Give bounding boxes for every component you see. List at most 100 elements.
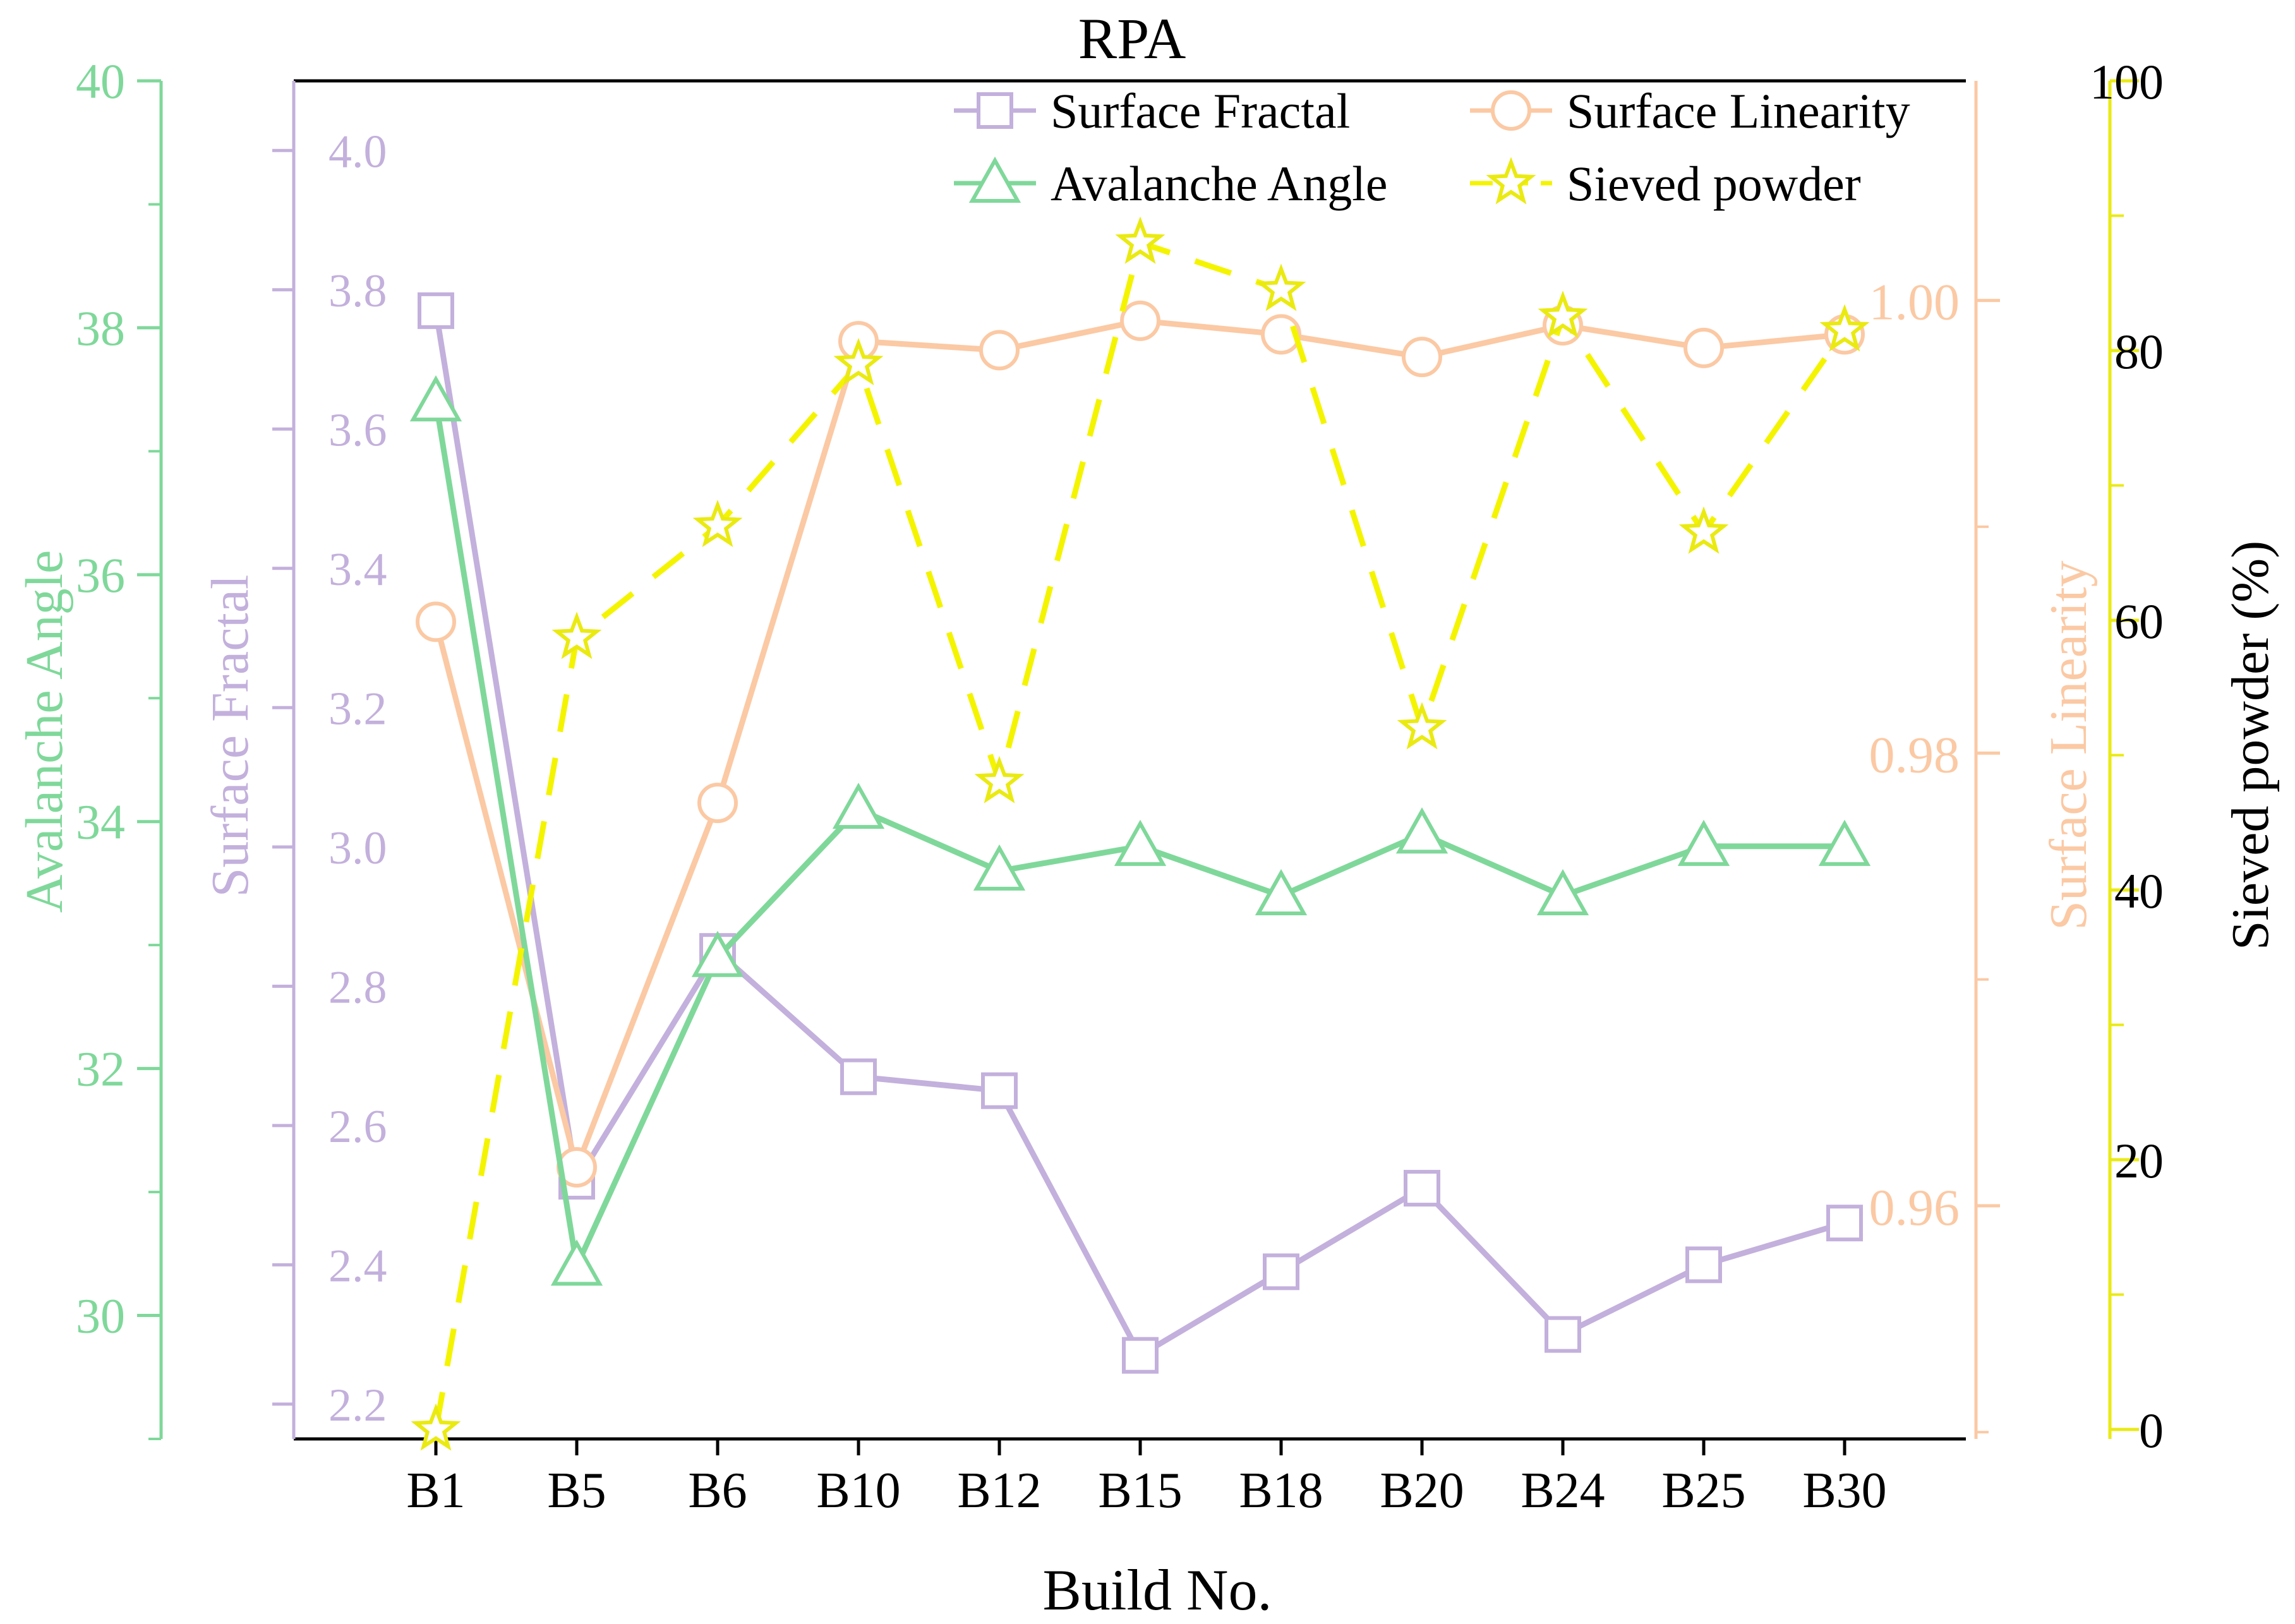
sieved-tick-label: 80 — [2114, 324, 2164, 379]
data-point — [1397, 702, 1447, 750]
x-tick-label: B18 — [1239, 1463, 1323, 1519]
avalanche-tick-label: 34 — [76, 795, 125, 850]
linearity-tick-label: 0.98 — [1869, 726, 1960, 783]
series-sieved-powder — [411, 216, 1870, 1451]
data-point — [1256, 263, 1306, 311]
data-point — [973, 844, 1026, 891]
data-point — [1684, 327, 1724, 368]
x-tick-label: B6 — [688, 1463, 747, 1519]
fractal-tick-label: 3.6 — [328, 404, 387, 456]
series-avalanche-angle — [409, 375, 1871, 1286]
chart-axes: B1 B5 B6 B10 B12 B15 B18 B20 B24 B25 B30 30 32 34 36 38… — [76, 54, 2164, 1519]
legend-marker — [968, 156, 1021, 203]
data-point — [1261, 314, 1301, 355]
sieved-tick-label: 0 — [2139, 1403, 2164, 1458]
data-point — [1545, 1316, 1581, 1353]
data-point — [1122, 1337, 1159, 1374]
data-point — [833, 337, 884, 385]
data-point — [840, 1058, 877, 1095]
sieved-axis-label: Sieved powder (%) — [2221, 541, 2280, 950]
series-surface-linearity — [416, 300, 1865, 1188]
x-tick-label: B24 — [1521, 1463, 1605, 1519]
legend-marker — [1486, 157, 1536, 205]
data-point — [551, 611, 602, 659]
fractal-axis-label: Surface Fractal — [201, 575, 260, 898]
avalanche-tick-label: 36 — [76, 548, 125, 603]
legend-label: Avalanche Angle — [1051, 156, 1388, 211]
avalanche-tick-label: 30 — [76, 1289, 125, 1344]
data-point — [1818, 819, 1871, 866]
data-point — [1402, 337, 1442, 378]
legend-item: Surface Fractal — [954, 83, 1350, 138]
fractal-tick-label: 2.2 — [328, 1380, 387, 1431]
sieved-tick-label: 40 — [2114, 863, 2164, 918]
data-point — [416, 601, 456, 642]
data-point — [1115, 216, 1166, 264]
legend-marker — [977, 92, 1013, 129]
x-tick-label: B30 — [1802, 1463, 1886, 1519]
data-point — [832, 783, 885, 829]
sieved-tick-label: 100 — [2090, 54, 2164, 109]
fractal-tick-label: 4.0 — [328, 126, 387, 177]
legend-item: Surface Linearity — [1470, 83, 1910, 138]
data-point — [409, 375, 462, 422]
legend-item: Avalanche Angle — [954, 156, 1388, 211]
data-point — [1678, 506, 1729, 554]
data-point — [1255, 869, 1308, 915]
fractal-tick-label: 2.8 — [328, 961, 387, 1013]
legend: Surface Fractal Surface Linearity Avalanch… — [954, 83, 1910, 211]
x-tick-label: B12 — [957, 1463, 1041, 1519]
chart-series — [409, 216, 1871, 1451]
sieved-tick-label: 60 — [2114, 594, 2164, 649]
chart-title: RPA — [1078, 6, 1186, 71]
data-point — [550, 1239, 603, 1286]
data-point — [1114, 819, 1167, 866]
data-point — [411, 1403, 461, 1451]
sieved-tick-label: 20 — [2114, 1133, 2164, 1188]
avalanche-tick-label: 38 — [76, 301, 125, 356]
fractal-tick-label: 2.6 — [328, 1101, 387, 1153]
x-tick-label: B25 — [1661, 1463, 1745, 1519]
fractal-tick-label: 3.4 — [328, 544, 387, 596]
data-point — [1538, 291, 1588, 339]
data-point — [974, 755, 1025, 803]
data-point — [1263, 1253, 1299, 1290]
fractal-tick-label: 3.2 — [328, 683, 387, 735]
x-axis-label: Build No. — [1043, 1558, 1272, 1622]
fractal-tick-label: 3.8 — [328, 265, 387, 317]
data-point — [418, 292, 454, 329]
x-tick-label: B10 — [816, 1463, 900, 1519]
data-point — [1677, 819, 1730, 866]
data-point — [1536, 869, 1589, 915]
data-point — [697, 783, 738, 824]
data-point — [1826, 1205, 1863, 1242]
linearity-axis-label: Surface Linearity — [2039, 560, 2098, 930]
data-point — [1685, 1246, 1722, 1284]
legend-marker — [1491, 90, 1531, 131]
series-line — [433, 318, 1845, 1170]
data-point — [1819, 304, 1870, 352]
data-point — [1404, 1170, 1440, 1207]
x-tick-label: B20 — [1380, 1463, 1464, 1519]
avalanche-tick-label: 40 — [76, 54, 125, 109]
data-point — [691, 930, 744, 977]
data-point — [1120, 300, 1160, 341]
legend-label: Surface Linearity — [1567, 83, 1910, 138]
legend-item: Sieved powder — [1470, 156, 1861, 211]
avalanche-axis-label: Avalanche Angle — [15, 550, 74, 913]
x-tick-label: B1 — [406, 1463, 465, 1519]
x-tick-label: B5 — [547, 1463, 606, 1519]
data-point — [692, 500, 743, 548]
linearity-tick-label: 1.00 — [1869, 274, 1960, 331]
legend-label: Surface Fractal — [1051, 83, 1350, 138]
x-tick-label: B15 — [1098, 1463, 1182, 1519]
avalanche-tick-label: 32 — [76, 1042, 125, 1097]
fractal-tick-label: 2.4 — [328, 1240, 387, 1292]
data-point — [1395, 807, 1449, 854]
data-point — [979, 330, 1020, 371]
linearity-tick-label: 0.96 — [1869, 1179, 1960, 1236]
data-point — [981, 1072, 1018, 1109]
legend-label: Sieved powder — [1567, 156, 1861, 211]
fractal-tick-label: 3.0 — [328, 822, 387, 874]
